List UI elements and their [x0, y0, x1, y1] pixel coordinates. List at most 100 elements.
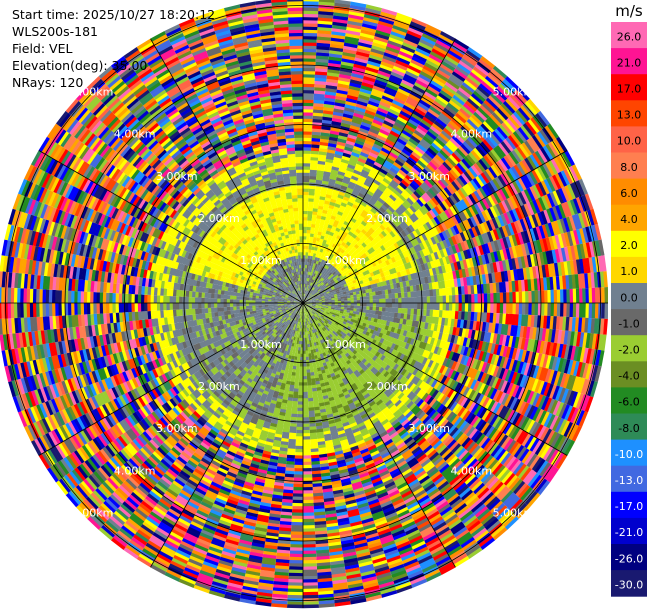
velocity-gate [316, 315, 320, 319]
velocity-gate [311, 305, 316, 308]
velocity-gate [416, 354, 423, 363]
velocity-gate [327, 316, 332, 319]
velocity-gate [413, 360, 420, 369]
velocity-gate [406, 400, 415, 409]
velocity-gate [563, 303, 567, 317]
velocity-gate [362, 365, 369, 372]
velocity-gate [292, 502, 303, 507]
velocity-gate [297, 398, 303, 402]
velocity-gate [568, 375, 577, 391]
velocity-gate [309, 303, 313, 305]
velocity-gate [296, 423, 303, 428]
velocity-gate [425, 407, 435, 416]
velocity-gate [547, 431, 558, 447]
velocity-gate [514, 314, 519, 326]
velocity-gate [484, 457, 496, 469]
velocity-gate [448, 342, 454, 352]
velocity-gate [534, 424, 544, 439]
velocity-gate [396, 352, 403, 359]
velocity-gate [328, 320, 333, 324]
velocity-gate [470, 430, 481, 442]
velocity-gate [494, 483, 507, 497]
velocity-gate [345, 314, 350, 318]
velocity-gate [578, 377, 586, 394]
velocity-gate [380, 315, 385, 321]
velocity-gate [426, 386, 434, 395]
velocity-gate [442, 434, 452, 445]
velocity-gate [487, 399, 496, 412]
velocity-gate [405, 410, 414, 419]
velocity-gate [475, 359, 482, 371]
velocity-gate [432, 338, 439, 347]
velocity-gate [512, 461, 525, 476]
velocity-gate [303, 439, 311, 444]
velocity-gate [481, 396, 491, 408]
velocity-gate [475, 433, 486, 446]
velocity-gate [553, 452, 565, 468]
velocity-gate [360, 303, 364, 307]
velocity-gate [303, 376, 307, 380]
velocity-gate [362, 312, 367, 317]
velocity-gate [295, 439, 303, 444]
velocity-gate [390, 312, 395, 318]
velocity-gate [421, 342, 428, 350]
velocity-gate [457, 383, 465, 394]
velocity-gate [371, 313, 376, 319]
velocity-gate [530, 351, 537, 365]
velocity-gate [477, 303, 482, 313]
velocity-gate [310, 308, 314, 311]
velocity-gate [322, 313, 326, 316]
velocity-gate [451, 310, 456, 319]
velocity-gate [312, 304, 316, 305]
velocity-gate [297, 350, 301, 355]
velocity-gate [548, 449, 560, 465]
velocity-gate [329, 313, 333, 316]
velocity-gate [461, 437, 472, 448]
velocity-gate [482, 455, 494, 467]
velocity-gate [517, 415, 527, 429]
velocity-gate [505, 358, 512, 370]
velocity-gate [303, 487, 313, 491]
velocity-gate [474, 370, 482, 381]
velocity-gate [500, 420, 510, 433]
velocity-gate [364, 344, 370, 350]
velocity-gate [417, 371, 425, 380]
velocity-gate [401, 303, 405, 309]
velocity-gate [333, 311, 337, 314]
velocity-gate [483, 312, 488, 323]
velocity-gate [297, 410, 303, 415]
velocity-gate [334, 315, 339, 319]
velocity-gate [448, 359, 455, 369]
velocity-gate [352, 345, 358, 350]
velocity-gate [378, 311, 383, 316]
velocity-gate [333, 318, 338, 323]
velocity-gate [300, 350, 303, 355]
velocity-gate [568, 317, 573, 332]
velocity-gate [369, 353, 376, 360]
velocity-gate [400, 368, 408, 376]
velocity-gate [395, 339, 402, 346]
velocity-gate [540, 315, 545, 329]
velocity-gate [479, 395, 488, 407]
velocity-gate [503, 408, 513, 421]
velocity-gate [300, 353, 303, 358]
velocity-gate [506, 409, 516, 423]
velocity-gate [393, 344, 400, 351]
velocity-gate [303, 426, 310, 431]
velocity-gate [296, 366, 300, 370]
velocity-gate [307, 307, 311, 310]
velocity-gate [535, 409, 545, 423]
velocity-gate [554, 418, 565, 433]
velocity-gate [465, 441, 477, 452]
velocity-gate [506, 474, 518, 489]
velocity-gate [488, 443, 499, 456]
velocity-gate [392, 332, 397, 339]
velocity-gate [318, 317, 323, 322]
velocity-gate [363, 319, 368, 324]
velocity-gate [303, 369, 307, 374]
velocity-gate [298, 379, 303, 383]
velocity-gate [585, 303, 590, 318]
velocity-gate [388, 307, 393, 313]
velocity-gate [390, 355, 397, 362]
velocity-gate [585, 332, 591, 349]
